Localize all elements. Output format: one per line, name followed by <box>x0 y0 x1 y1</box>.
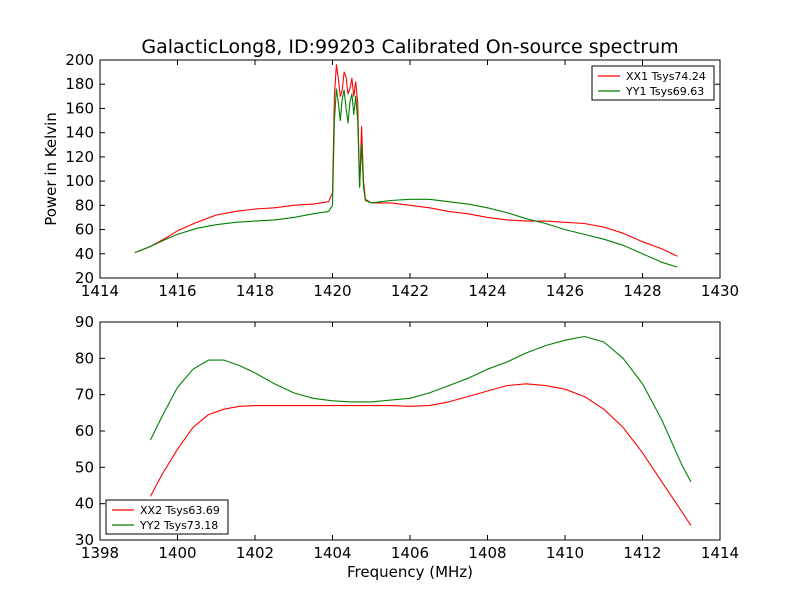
x-tick-label: 1398 <box>81 544 119 562</box>
y-tick-label: 100 <box>65 172 94 190</box>
x-tick-label: 1422 <box>391 282 429 300</box>
series-line-xx1-tsys74-24 <box>134 64 678 257</box>
legend-label-xx1-tsys74-24: XX1 Tsys74.24 <box>626 70 706 83</box>
y-tick-label: 140 <box>65 124 94 142</box>
x-tick-label: 1418 <box>236 282 274 300</box>
bottom-spectrum-panel: 1398 1400 1402 1404 1406 1408 1410 1412 1414 30 40… <box>75 313 739 562</box>
x-tick-label: 1420 <box>313 282 351 300</box>
y-tick-label: 180 <box>65 75 94 93</box>
y-tick-label: 60 <box>75 422 94 440</box>
y-tick-label: 60 <box>75 221 94 239</box>
y-tick-label: 120 <box>65 148 94 166</box>
legend-box <box>105 499 229 535</box>
legend-label-yy2-tsys73-18: YY2 Tsys73.18 <box>139 519 218 532</box>
y-tick-label: 160 <box>65 99 94 117</box>
x-tick-label: 1416 <box>158 282 196 300</box>
x-tick-label: 1426 <box>546 282 584 300</box>
y-tick-label: 200 <box>65 51 94 69</box>
legend-label-yy1-tsys69-63: YY1 Tsys69.63 <box>625 85 704 98</box>
y-tick-label: 40 <box>75 245 94 263</box>
legend-label-xx2-tsys63-69: XX2 Tsys63.69 <box>140 504 220 517</box>
x-tick-label: 1408 <box>468 544 506 562</box>
x-tick-label: 1406 <box>391 544 429 562</box>
x-tick-label: 1400 <box>158 544 196 562</box>
y-tick-label: 80 <box>75 196 94 214</box>
legend: XX1 Tsys74.24 YY1 Tsys69.63 <box>591 65 715 101</box>
y-tick-label: 90 <box>75 313 94 331</box>
x-tick-label: 1424 <box>468 282 506 300</box>
y-tick-label: 50 <box>75 458 94 476</box>
x-tick-label: 1412 <box>623 544 661 562</box>
series-line-xx2-tsys63-69 <box>149 383 692 526</box>
top-spectrum-panel: 1414 1416 1418 1420 1422 1424 1426 1428 1430 20 40… <box>65 51 739 300</box>
x-tick-label: 1428 <box>623 282 661 300</box>
x-tick-label: 1414 <box>701 544 739 562</box>
y-tick-label: 80 <box>75 349 94 367</box>
y-tick-label: 30 <box>75 531 94 549</box>
y-tick-label: 40 <box>75 495 94 513</box>
legend-box <box>591 65 715 101</box>
series-line-yy2-tsys73-18 <box>149 335 692 483</box>
x-tick-label: 1414 <box>81 282 119 300</box>
x-tick-label: 1402 <box>236 544 274 562</box>
x-tick-label: 1430 <box>701 282 739 300</box>
x-axis-label: Frequency (MHz) <box>347 563 473 581</box>
series-line-yy1-tsys69-63 <box>134 88 678 268</box>
y-tick-label: 20 <box>75 269 94 287</box>
x-tick-label: 1404 <box>313 544 351 562</box>
chart-title: GalacticLong8, ID:99203 Calibrated On-so… <box>141 36 678 58</box>
x-tick-label: 1410 <box>546 544 584 562</box>
y-tick-label: 70 <box>75 386 94 404</box>
y-axis-label: Power in Kelvin <box>42 112 60 226</box>
legend: XX2 Tsys63.69 YY2 Tsys73.18 <box>105 499 229 535</box>
